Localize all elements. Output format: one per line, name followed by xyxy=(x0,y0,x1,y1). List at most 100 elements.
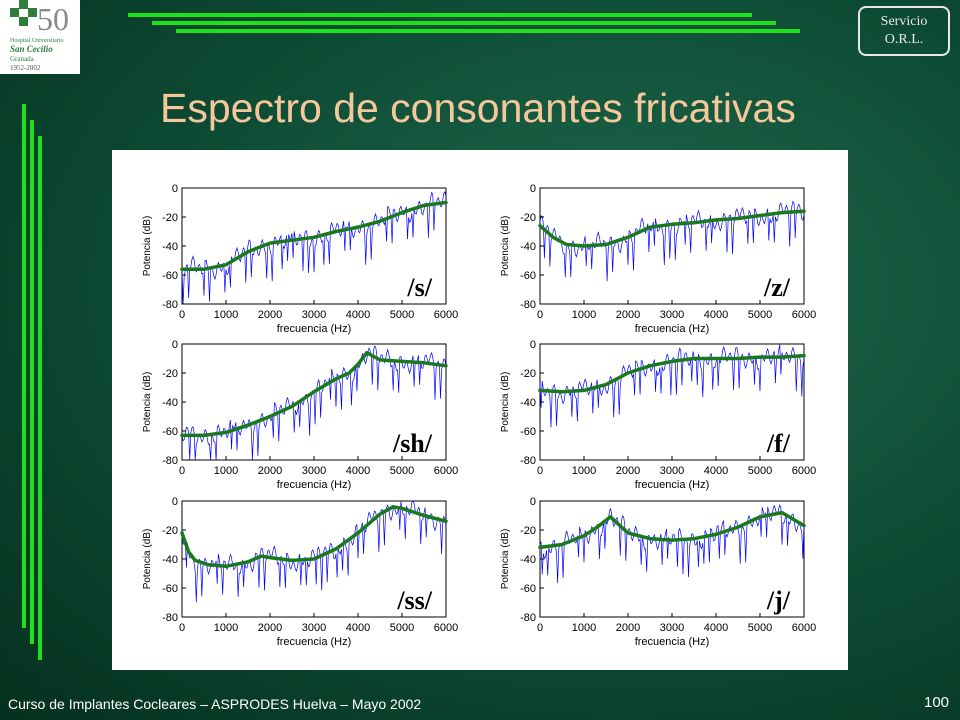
logo-number: 50 xyxy=(37,1,69,37)
x-tick-label: 3000 xyxy=(302,465,326,477)
logo-line3: Granada xyxy=(10,55,35,63)
x-tick-label: 6000 xyxy=(792,309,816,321)
envelope-line xyxy=(538,209,806,248)
y-tick-label: -20 xyxy=(162,368,178,380)
phoneme-label: /z/ xyxy=(763,273,791,302)
envelope-line xyxy=(538,510,806,550)
y-tick-label: -20 xyxy=(520,368,536,380)
y-tick-label: -20 xyxy=(162,212,178,224)
y-tick-label: -80 xyxy=(162,455,178,467)
x-tick-label: 4000 xyxy=(346,465,370,477)
decor-bar-v1 xyxy=(22,104,26,628)
y-tick-label: 0 xyxy=(530,496,536,508)
y-tick-label: -60 xyxy=(520,426,536,438)
decor-bar-v3 xyxy=(38,136,42,660)
decor-bar-h3 xyxy=(176,29,800,33)
hospital-logo: 50 Hospital Universitario San Cecilio Gr… xyxy=(0,0,80,74)
decor-bar-v2 xyxy=(30,120,34,644)
x-tick-label: 3000 xyxy=(660,309,684,321)
x-tick-label: 3000 xyxy=(660,622,684,634)
y-tick-label: -80 xyxy=(520,612,536,624)
envelope-line xyxy=(180,350,448,438)
x-tick-label: 1000 xyxy=(214,622,238,634)
footer-text: Curso de Implantes Cocleares – ASPRODES … xyxy=(8,696,422,712)
x-tick-label: 0 xyxy=(537,622,543,634)
y-tick-label: 0 xyxy=(530,183,536,195)
x-tick-label: 6000 xyxy=(434,309,458,321)
badge-line1: Servicio xyxy=(880,14,928,29)
spectrum-line xyxy=(181,191,447,305)
x-tick-label: 2000 xyxy=(616,309,640,321)
y-tick-label: 0 xyxy=(172,339,178,351)
y-axis-label: Potencia (dB) xyxy=(142,216,153,277)
x-tick-label: 6000 xyxy=(792,622,816,634)
x-tick-label: 5000 xyxy=(390,465,414,477)
envelope-line xyxy=(180,200,448,271)
plot-frame xyxy=(539,500,805,618)
y-axis-label: Potencia (dB) xyxy=(142,529,153,590)
phoneme-label: /f/ xyxy=(766,429,791,458)
x-tick-label: 0 xyxy=(537,309,543,321)
x-tick-label: 6000 xyxy=(434,465,458,477)
decor-bar-h2 xyxy=(152,21,776,25)
x-tick-label: 5000 xyxy=(390,622,414,634)
x-tick-label: 2000 xyxy=(258,465,282,477)
slide-title: Espectro de consonantes fricativas xyxy=(160,85,796,131)
x-tick-label: 2000 xyxy=(616,622,640,634)
x-tick-label: 5000 xyxy=(390,309,414,321)
spectrum-chart: 0-20-40-60-800 1000 2000 3000 4000 5000 6000fr… xyxy=(500,496,816,648)
phoneme-label: /sh/ xyxy=(392,429,433,458)
y-axis-label: Potencia (dB) xyxy=(142,372,153,433)
y-tick-label: -80 xyxy=(520,299,536,311)
y-tick-label: -40 xyxy=(520,241,536,253)
y-tick-label: -40 xyxy=(520,397,536,409)
y-tick-label: 0 xyxy=(530,339,536,351)
logo-line1: Hospital Universitario xyxy=(10,38,64,44)
x-tick-label: 3000 xyxy=(660,465,684,477)
spectrum-line xyxy=(539,200,805,282)
logo-graphic: 50 Hospital Universitario San Cecilio Gr… xyxy=(10,0,69,72)
x-tick-label: 5000 xyxy=(748,465,772,477)
decor-bar-h1 xyxy=(128,13,752,17)
x-axis-label: frecuencia (Hz) xyxy=(635,636,710,648)
x-tick-label: 0 xyxy=(537,465,543,477)
y-tick-label: -20 xyxy=(520,525,536,537)
x-tick-label: 2000 xyxy=(258,622,282,634)
x-tick-label: 5000 xyxy=(748,622,772,634)
spectrum-chart: 0-20-40-60-800 1000 2000 3000 4000 5000 6000fr… xyxy=(142,183,458,335)
y-tick-label: -80 xyxy=(520,455,536,467)
x-tick-label: 3000 xyxy=(302,622,326,634)
y-tick-label: -20 xyxy=(520,212,536,224)
x-tick-label: 2000 xyxy=(258,309,282,321)
x-tick-label: 3000 xyxy=(302,309,326,321)
badge-line2: O.R.L. xyxy=(884,32,924,47)
y-axis-label: Potencia (dB) xyxy=(500,372,511,433)
x-tick-label: 0 xyxy=(179,622,185,634)
y-tick-label: -20 xyxy=(162,525,178,537)
x-axis-label: frecuencia (Hz) xyxy=(635,323,710,335)
spectrum-chart: 0-20-40-60-800 1000 2000 3000 4000 5000 6000fr… xyxy=(500,339,816,491)
x-axis-label: frecuencia (Hz) xyxy=(277,323,352,335)
spectra-charts: 0-20-40-60-800 1000 2000 3000 4000 5000 6000fr… xyxy=(142,183,816,648)
y-tick-label: -60 xyxy=(162,270,178,282)
y-tick-label: -60 xyxy=(520,270,536,282)
y-tick-label: -40 xyxy=(520,554,536,566)
y-tick-label: -80 xyxy=(162,612,178,624)
x-tick-label: 1000 xyxy=(572,465,596,477)
page-number: 100 xyxy=(924,694,950,711)
x-tick-label: 6000 xyxy=(434,622,458,634)
spectrum-chart: 0-20-40-60-800 1000 2000 3000 4000 5000 6000fr… xyxy=(500,183,816,335)
x-tick-label: 1000 xyxy=(214,465,238,477)
x-tick-label: 4000 xyxy=(346,622,370,634)
spectrum-chart: 0-20-40-60-800 1000 2000 3000 4000 5000 6000fr… xyxy=(142,496,458,648)
envelope-line xyxy=(538,353,806,394)
x-tick-label: 4000 xyxy=(704,309,728,321)
phoneme-label: /j/ xyxy=(766,586,791,615)
plot-frame xyxy=(181,187,447,305)
x-tick-label: 0 xyxy=(179,465,185,477)
logo-line2: San Cecilio xyxy=(10,44,53,54)
y-tick-label: -60 xyxy=(520,583,536,595)
x-tick-label: 1000 xyxy=(572,622,596,634)
x-tick-label: 0 xyxy=(179,309,185,321)
logo-line4: 1952-2002 xyxy=(10,64,41,72)
